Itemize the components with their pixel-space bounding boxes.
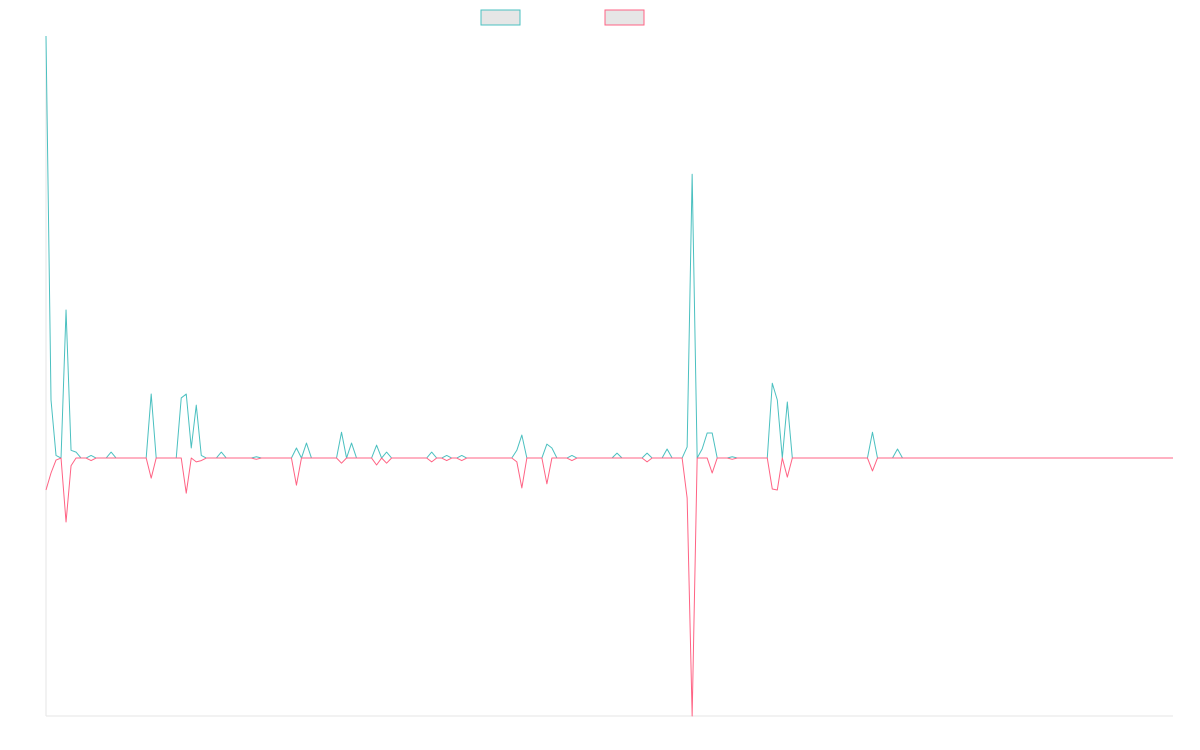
legend-swatch[interactable] <box>480 9 521 26</box>
series-line <box>45 35 1173 459</box>
series-line <box>45 457 1173 717</box>
legend-swatch[interactable] <box>604 9 645 26</box>
